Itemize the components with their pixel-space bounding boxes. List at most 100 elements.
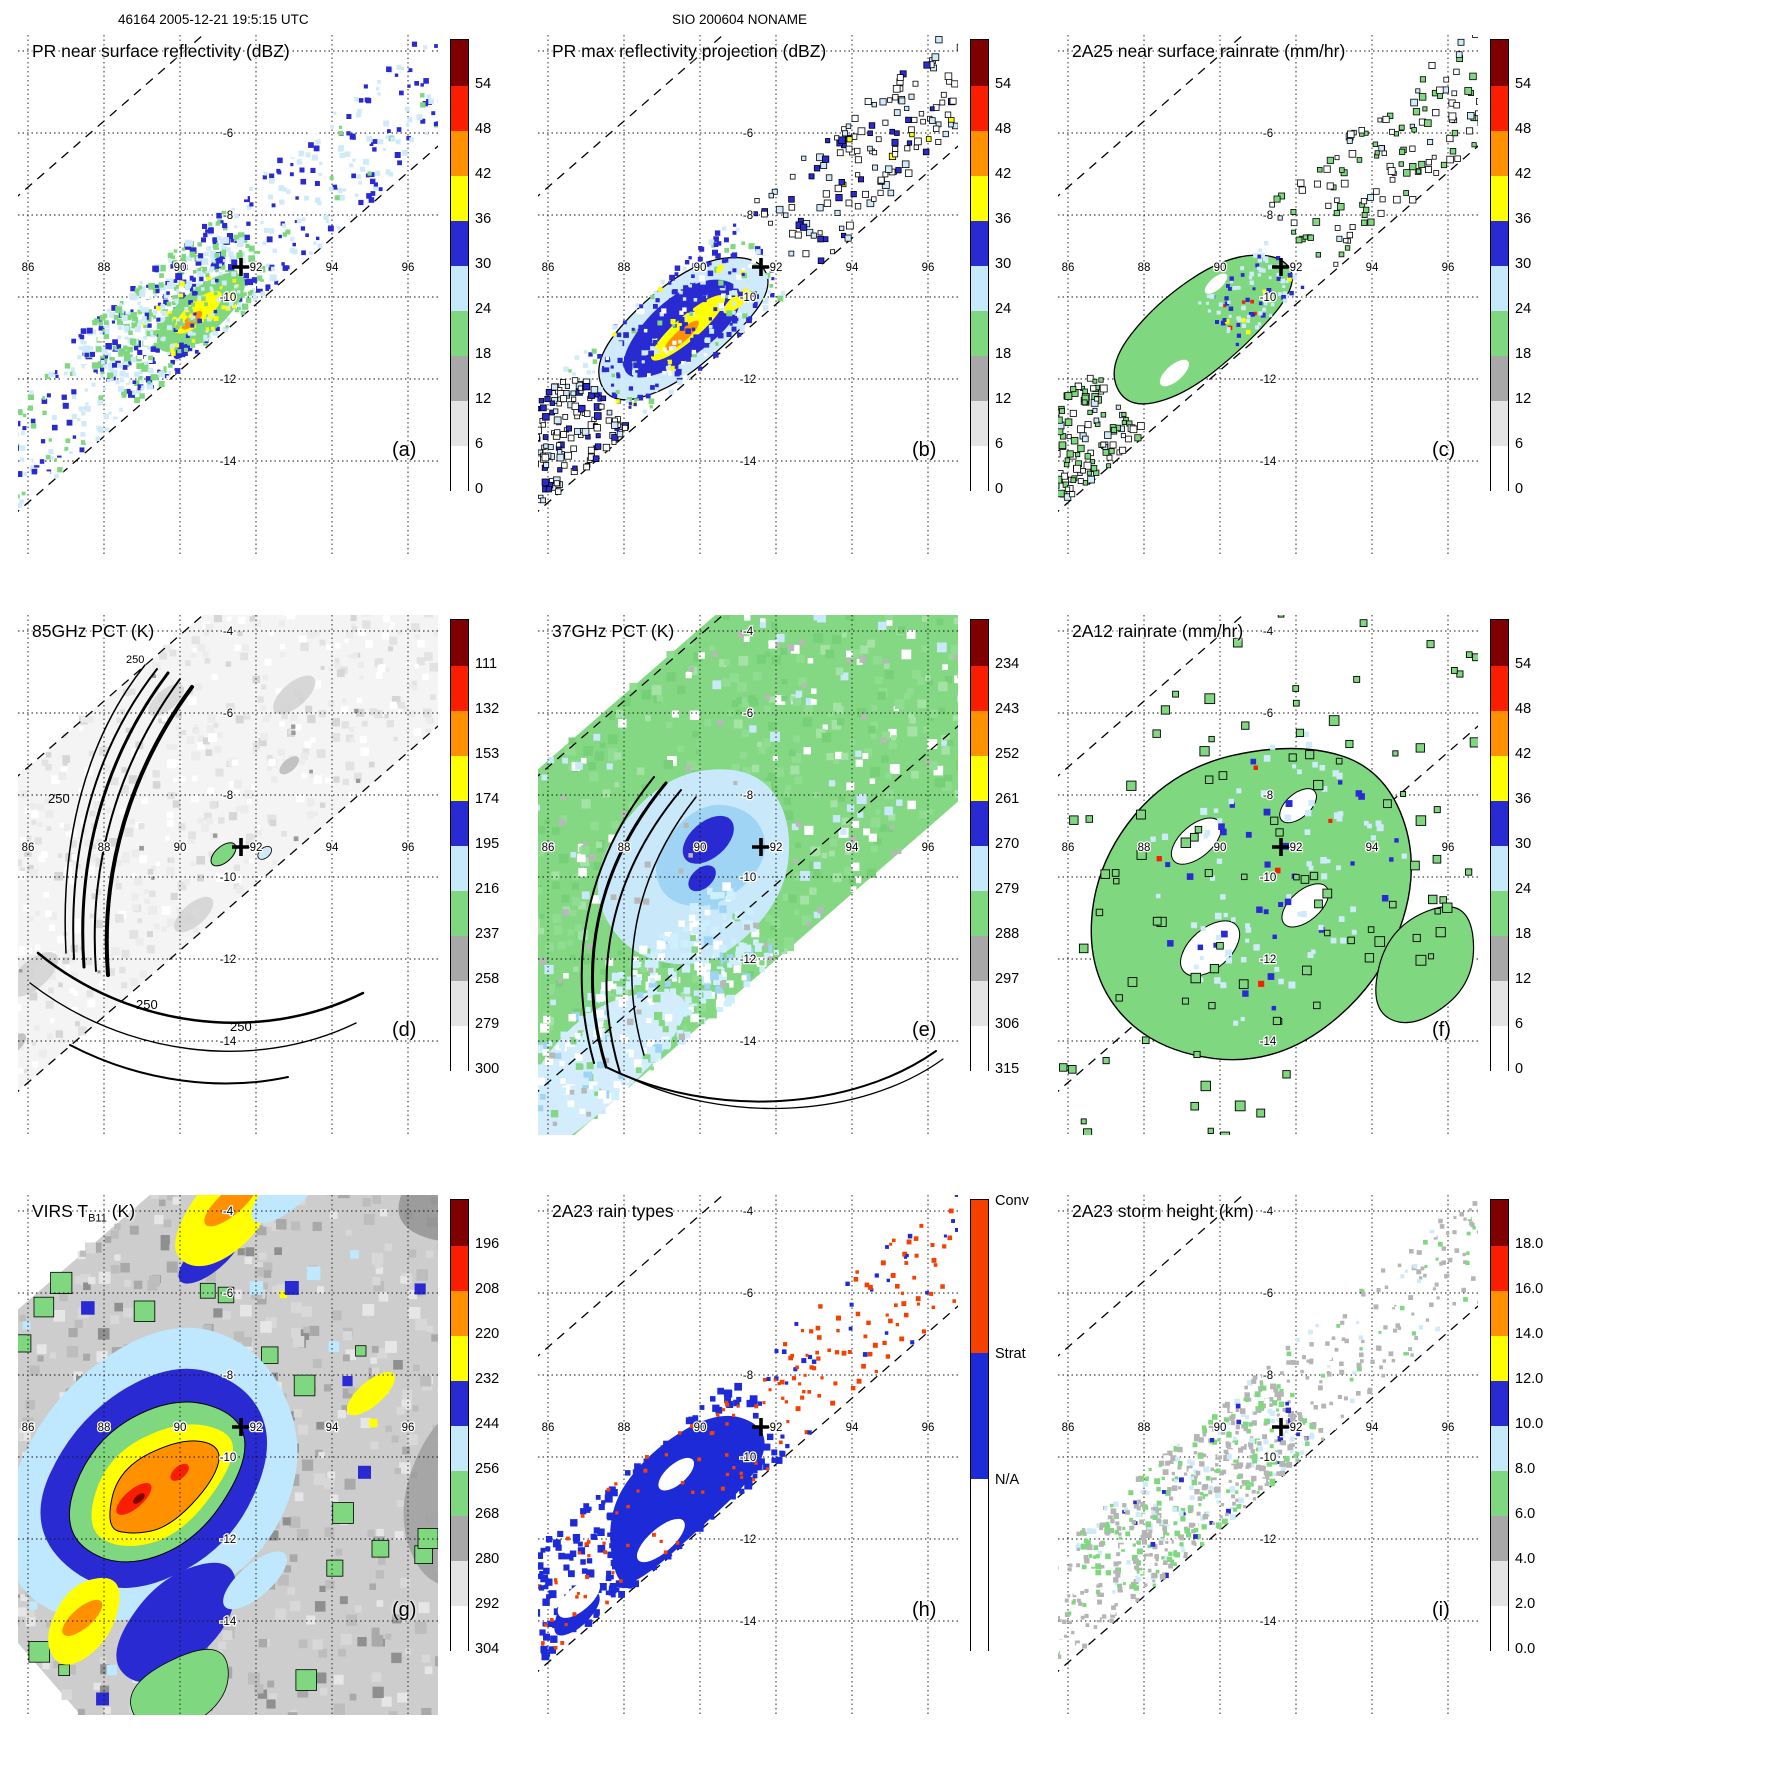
colorbar-tick-label: 42: [1515, 166, 1532, 182]
panel-letter-c: (c): [1432, 439, 1456, 461]
svg-text:-10: -10: [220, 872, 237, 884]
colorbar-segment: [451, 1380, 468, 1426]
colorbar-segment: [451, 1025, 468, 1071]
colorbar-segment: [971, 1200, 988, 1354]
colorbar-tick-label: 304: [475, 1641, 500, 1657]
svg-text:-8: -8: [1263, 210, 1273, 222]
svg-text:-14: -14: [220, 456, 237, 468]
colorbar-tick-label: 216: [475, 881, 500, 897]
colorbar-segment: [451, 890, 468, 936]
colorbar-c: [1490, 39, 1509, 491]
svg-text:-4: -4: [1263, 46, 1274, 58]
colorbar-tick-label: 237: [475, 926, 500, 942]
panel-c: 86 88 90 92 94 96 -4 -6 -8 -10 -12 -14 2A25 near sur…: [1058, 35, 1578, 595]
panel-title-c: 2A25 near surface rainrate (mm/hr): [1072, 41, 1345, 62]
colorbar-segment: [971, 175, 988, 221]
colorbar-tick-label: 24: [995, 301, 1012, 317]
colorbar-tick-label: 292: [475, 1596, 500, 1612]
colorbar-a: [450, 39, 469, 491]
colorbar-tick-label: 0: [475, 481, 484, 497]
svg-text:-6: -6: [1263, 128, 1273, 140]
colorbar-tick-label: 196: [475, 1236, 500, 1252]
colorbar-segment: [971, 665, 988, 711]
colorbar-tick-label: 18.0: [1515, 1236, 1544, 1252]
colorbar-tick-label: 174: [475, 791, 500, 807]
colorbar-tick-label: 42: [995, 166, 1012, 182]
colorbar-segment: [971, 40, 988, 86]
panel-b: 86 88 90 92 94 96 -4 -6 -8 -10 -12 -14 PR max reflec…: [538, 35, 1058, 595]
map-i: 86 88 90 92 94 96-4-6-8-10-12-14: [1058, 1195, 1478, 1715]
colorbar-segment: [1491, 445, 1508, 491]
svg-text:250: 250: [48, 791, 70, 806]
colorbar-segment: [971, 710, 988, 756]
svg-text:-8: -8: [743, 210, 753, 222]
svg-text:90: 90: [694, 262, 707, 274]
svg-text:90: 90: [174, 262, 187, 274]
colorbar-segment: [451, 1290, 468, 1336]
colorbar-tick-label: 258: [475, 971, 500, 987]
colorbar-tick-label: 234: [995, 656, 1020, 672]
svg-text:96: 96: [922, 262, 935, 274]
colorbar-segment: [971, 85, 988, 131]
map-g: 86 88 90 92 94 96-4-6-8-10-12-14: [18, 1195, 438, 1715]
colorbar-tick-label: 232: [475, 1371, 500, 1387]
panel-title-d: 85GHz PCT (K): [32, 621, 154, 642]
colorbar-segment: [971, 935, 988, 981]
svg-text:90: 90: [1214, 262, 1227, 274]
colorbar-segment: [1491, 130, 1508, 176]
colorbar-segment: [451, 85, 468, 131]
colorbar-h: [970, 1199, 989, 1651]
panel-title-f: 2A12 rainrate (mm/hr): [1072, 621, 1243, 642]
panel-title-b: PR max reflectivity projection (dBZ): [552, 41, 826, 62]
colorbar-segment: [451, 355, 468, 401]
colorbar-tick-label: 195: [475, 836, 500, 852]
colorbar-tick-label: 12.0: [1515, 1371, 1544, 1387]
colorbar-tick-label: 4.0: [1515, 1551, 1536, 1567]
colorbar-segment: [971, 890, 988, 936]
colorbar-tick-label: 300: [475, 1061, 500, 1077]
colorbar-segment: [451, 1425, 468, 1471]
colorbar-segment: [971, 1025, 988, 1071]
colorbar-segment: [451, 175, 468, 221]
colorbar-segment: [971, 980, 988, 1026]
svg-text:-6: -6: [223, 128, 233, 140]
colorbar-tick-label: 12: [1515, 971, 1532, 987]
panel-letter-g: (g): [392, 1599, 417, 1621]
colorbar-segment: [971, 265, 988, 311]
colorbar-segment: [451, 310, 468, 356]
colorbar-segment: [451, 1515, 468, 1561]
colorbar-tick-label: 244: [475, 1416, 500, 1432]
colorbar-segment: [1491, 40, 1508, 86]
colorbar-tick-label: 24: [1515, 301, 1532, 317]
colorbar-tick-label: 54: [1515, 656, 1532, 672]
colorbar-segment: [451, 445, 468, 491]
svg-text:250: 250: [230, 1019, 252, 1034]
panel-title-text: 2A23 rain types: [552, 1201, 674, 1221]
colorbar-segment: [451, 800, 468, 846]
colorbar-tick-label: 315: [995, 1061, 1020, 1077]
colorbar-tick-label: 48: [1515, 121, 1532, 137]
panel-title-e: 37GHz PCT (K): [552, 621, 674, 642]
svg-text:-8: -8: [223, 790, 233, 802]
colorbar-segment: [971, 755, 988, 801]
colorbar-segment: [1491, 710, 1508, 756]
colorbar-tick-label: 0: [1515, 481, 1524, 497]
colorbar-tick-label: 24: [475, 301, 492, 317]
colorbar-segment: [1491, 755, 1508, 801]
colorbar-tick-label: 30: [1515, 836, 1532, 852]
colorbar-segment: [971, 1353, 988, 1480]
panel-title-h: 2A23 rain types: [552, 1201, 674, 1222]
map-h: 86 88 90 92 94 96-4-6-8-10-12-14: [538, 1195, 958, 1715]
colorbar-category-label: Strat: [995, 1346, 1026, 1362]
colorbar-segment: [1491, 310, 1508, 356]
svg-text:94: 94: [326, 842, 339, 854]
panel-letter-b: (b): [912, 439, 937, 461]
colorbar-segment: [1491, 1425, 1508, 1471]
colorbar-segment: [1491, 1335, 1508, 1381]
svg-text:-6: -6: [223, 708, 233, 720]
colorbar-tick-label: 48: [475, 121, 492, 137]
colorbar-segment: [1491, 1560, 1508, 1606]
colorbar-segment: [1491, 220, 1508, 266]
svg-text:-12: -12: [220, 374, 237, 386]
panel-title-text: 2A25 near surface rainrate (mm/hr): [1072, 41, 1346, 61]
